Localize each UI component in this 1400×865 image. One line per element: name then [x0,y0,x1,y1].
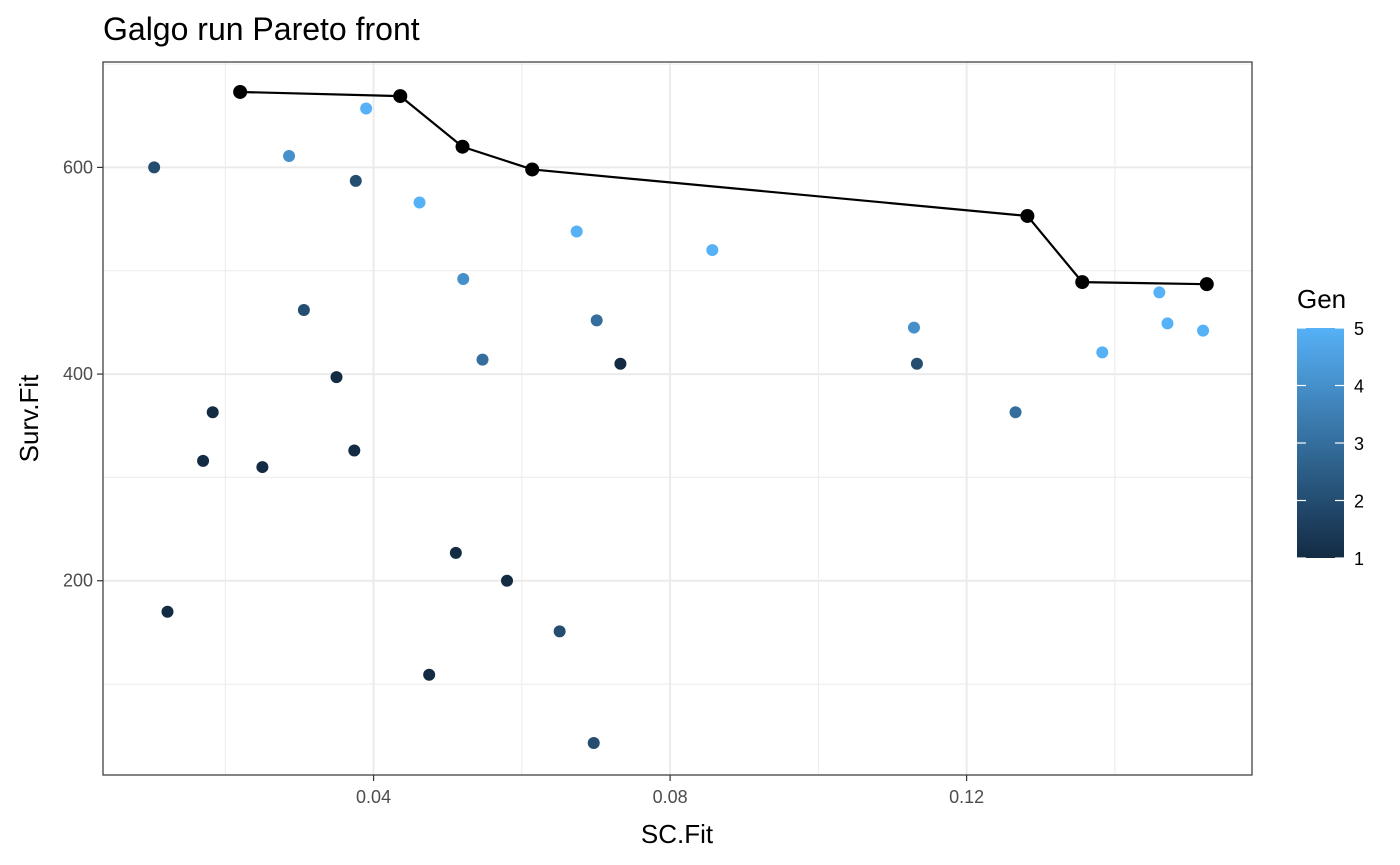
data-point [570,225,583,238]
plot-border [102,61,1253,776]
data-point [1009,406,1022,419]
pareto-front [233,84,1214,292]
pareto-front-point [233,84,248,99]
data-point [1153,286,1166,299]
data-point [910,357,923,370]
data-point [161,605,174,618]
data-point [706,244,719,257]
data-point [587,736,600,749]
plot-background [103,62,1252,775]
data-point [348,444,361,457]
pareto-front-point [1075,275,1090,290]
data-point [614,357,627,370]
x-tick-label: 0.12 [949,787,984,807]
data-point [457,273,470,285]
y-axis-title: Surv.Fit [14,374,44,462]
data-point [907,321,920,334]
pareto-front-point [393,89,408,104]
y-tick-label: 600 [63,157,93,177]
data-point [423,668,436,681]
scatter-points [148,102,1210,749]
data-point [1096,346,1109,359]
data-point [206,406,219,419]
legend-tick-label: 2 [1354,492,1364,512]
y-tick-label: 400 [63,364,93,384]
x-axis-title: SC.Fit [641,819,714,849]
data-point [1161,317,1174,330]
data-point [553,625,566,638]
data-point [349,174,362,187]
chart-title: Galgo run Pareto front [103,11,420,47]
data-point [476,353,489,366]
pareto-front-point [525,162,540,177]
pareto-front-point [1199,277,1214,292]
pareto-front-point [1020,208,1035,223]
data-point [590,314,603,327]
x-tick-label: 0.04 [356,787,391,807]
data-point [283,150,296,163]
legend-tick-label: 3 [1354,434,1364,454]
data-point [1197,324,1210,337]
data-point [297,304,310,316]
x-tick-label: 0.08 [653,787,688,807]
data-point [148,161,161,174]
data-point [360,102,373,115]
data-point [330,371,343,384]
legend-tick-label: 4 [1354,377,1364,397]
y-axis: 200 400 600 [63,157,103,591]
legend-tick-label: 1 [1354,549,1364,569]
data-point [501,574,514,587]
data-point [256,461,269,474]
legend-ticks: 1 2 3 4 5 [1297,319,1364,569]
legend-title: Gen [1297,284,1346,314]
grid-lines [103,62,1252,775]
data-point [413,196,426,209]
pareto-front-point [455,139,470,154]
y-tick-label: 200 [63,571,93,591]
x-axis: 0.04 0.08 0.12 [356,775,984,807]
data-point [449,546,462,559]
data-point [197,454,210,467]
legend-tick-label: 5 [1354,319,1364,339]
color-legend: Gen 1 2 3 4 5 [1297,284,1364,569]
